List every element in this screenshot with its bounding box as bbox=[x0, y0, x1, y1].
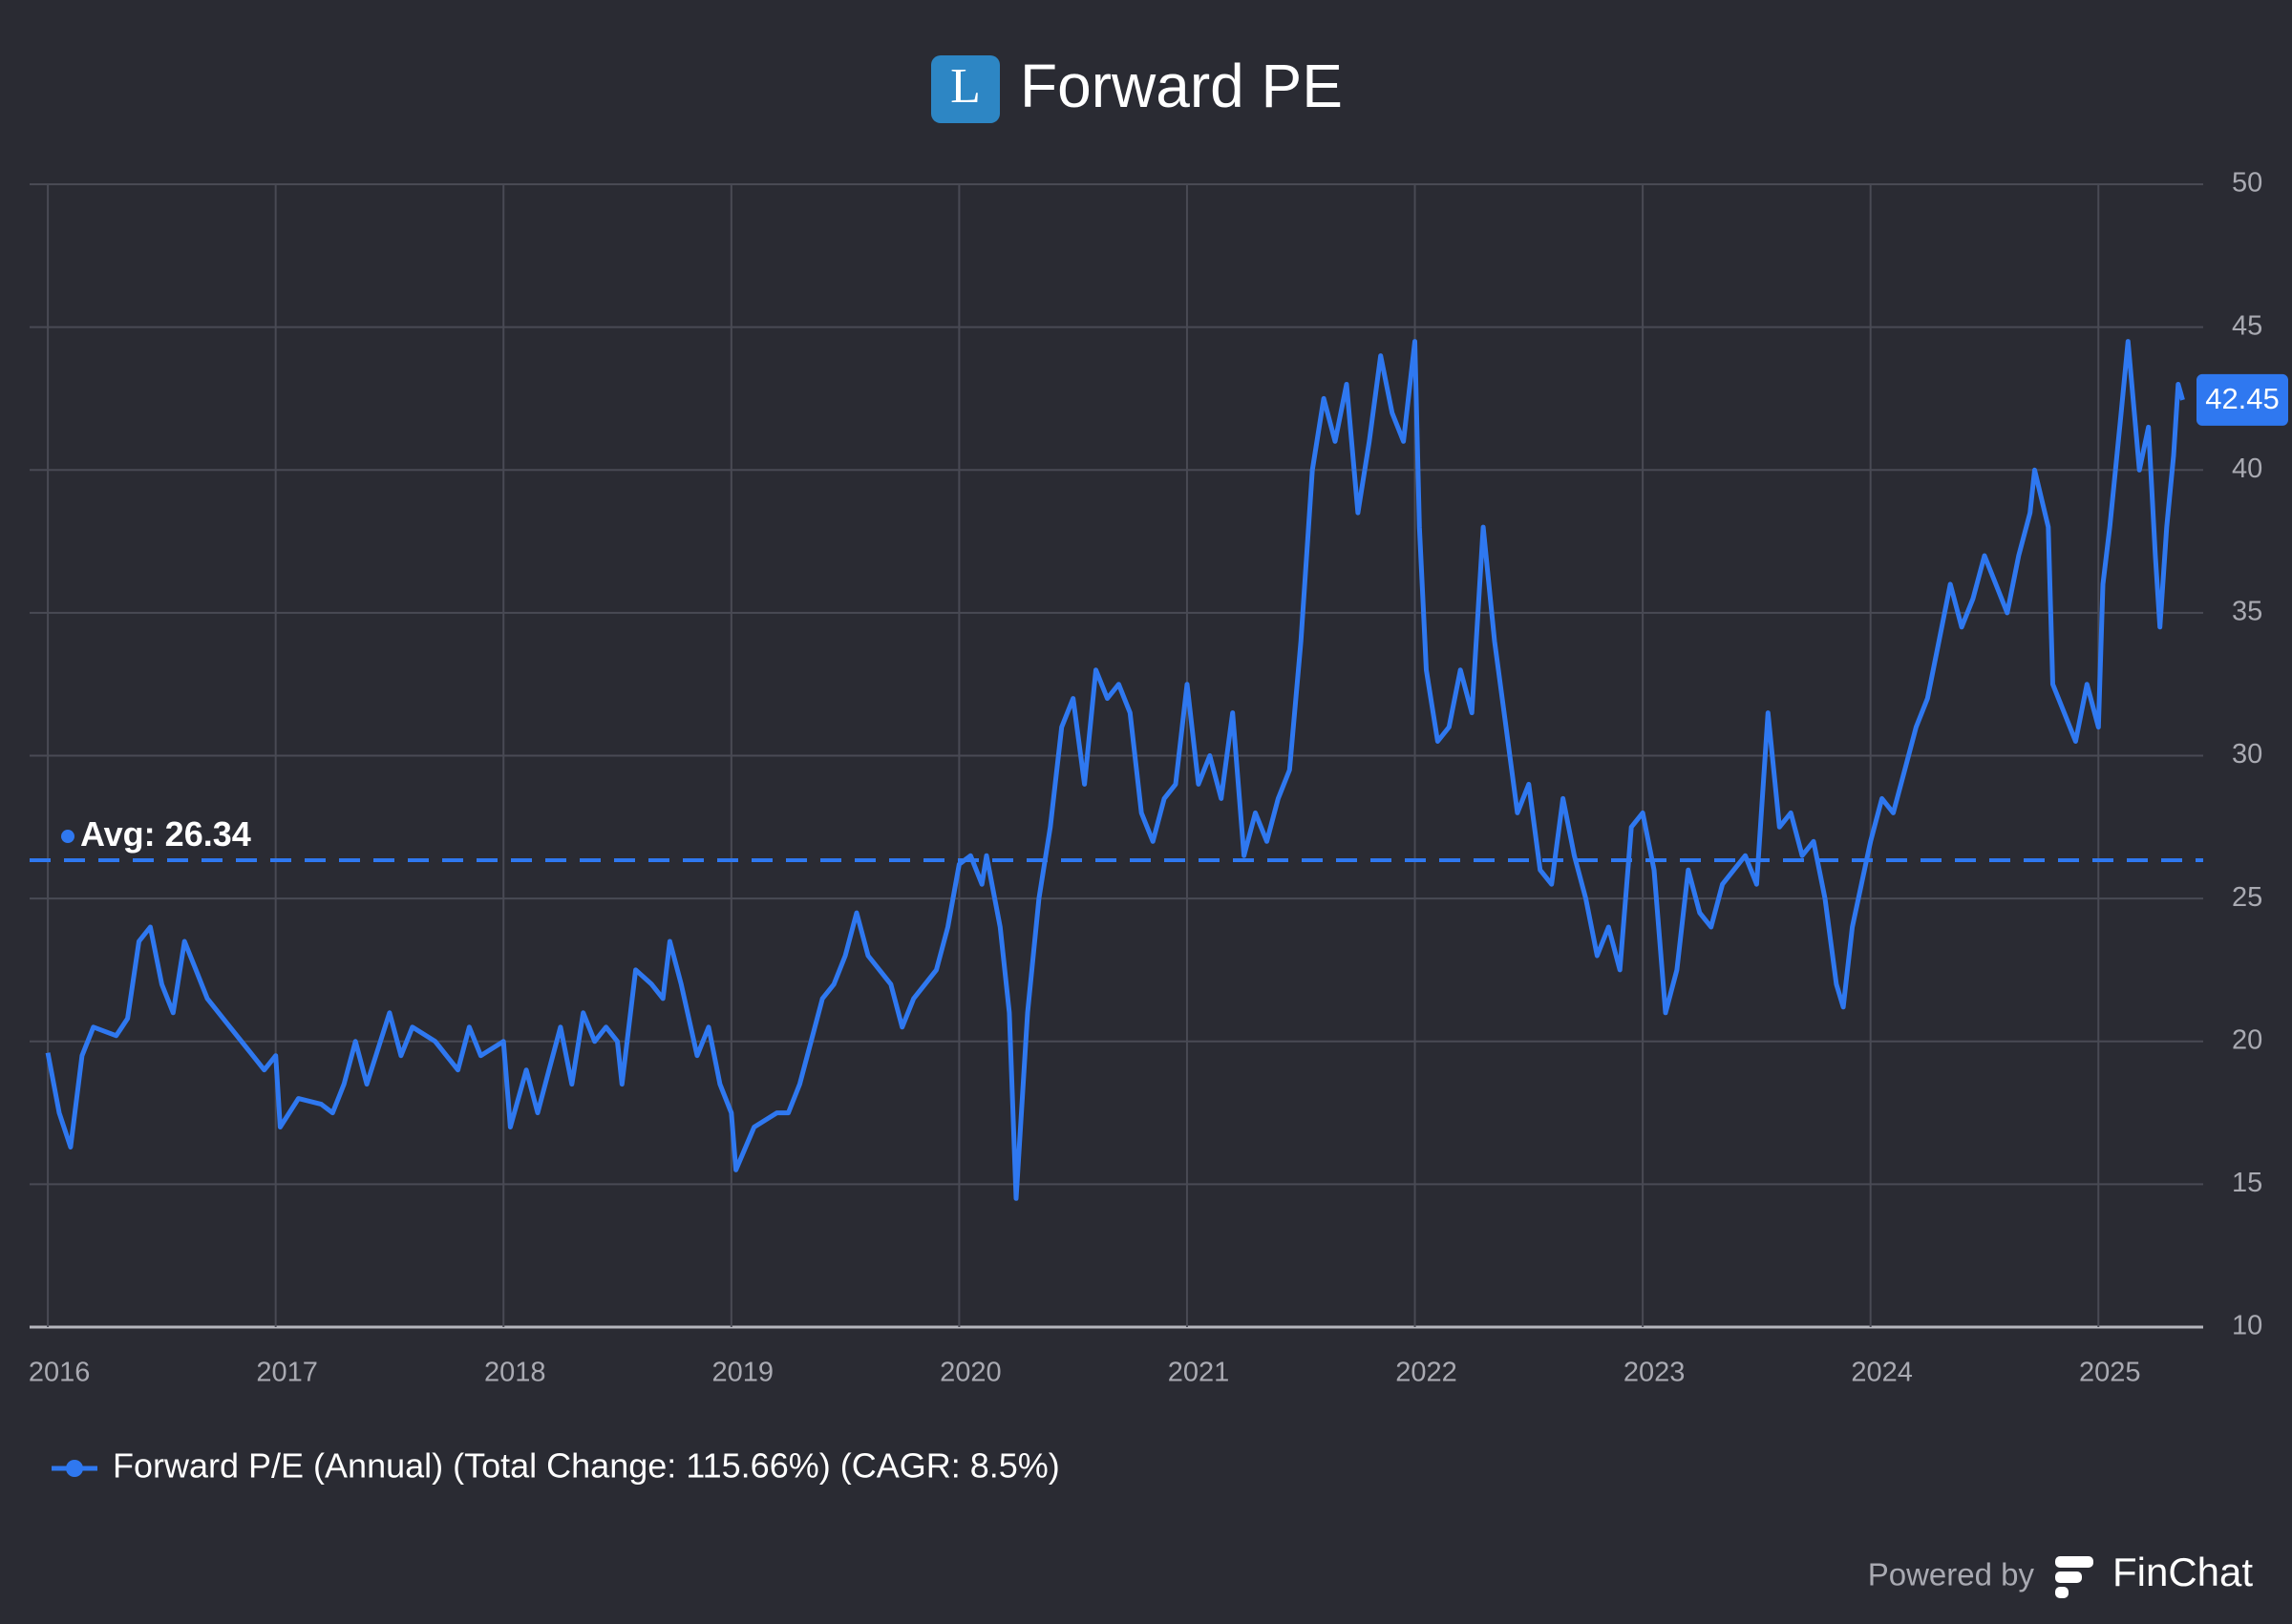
logo-letter: L bbox=[950, 59, 981, 114]
x-tick-label: 2017 bbox=[256, 1358, 318, 1388]
x-tick-label: 2018 bbox=[484, 1358, 546, 1388]
x-tick-label: 2020 bbox=[940, 1358, 1002, 1388]
x-tick-label: 2016 bbox=[29, 1358, 91, 1388]
finchat-icon bbox=[2055, 1556, 2093, 1598]
footer-prefix: Powered by bbox=[1868, 1557, 2035, 1592]
average-label-value: 26.34 bbox=[165, 814, 251, 854]
logo bbox=[931, 55, 1000, 123]
y-tick-label: 30 bbox=[2232, 739, 2262, 770]
average-label-prefix: Avg: bbox=[80, 814, 156, 854]
y-tick-label: 15 bbox=[2232, 1168, 2262, 1198]
y-tick-label: 20 bbox=[2232, 1024, 2262, 1055]
y-tick-label: 35 bbox=[2232, 597, 2262, 627]
last-value-label: 42.45 bbox=[2205, 382, 2280, 415]
y-tick-label: 45 bbox=[2232, 310, 2262, 341]
x-tick-label: 2021 bbox=[1168, 1358, 1230, 1388]
x-tick-label: 2023 bbox=[1624, 1358, 1686, 1388]
y-tick-label: 25 bbox=[2232, 882, 2262, 913]
legend-dot bbox=[66, 1460, 83, 1477]
last-value-badge bbox=[2196, 373, 2288, 426]
average-label: Avg: 26.34 bbox=[80, 814, 251, 854]
x-tick-label: 2025 bbox=[2079, 1358, 2141, 1388]
y-tick-label: 10 bbox=[2232, 1311, 2262, 1341]
footer-brand: FinChat bbox=[2112, 1550, 2253, 1594]
x-tick-label: 2024 bbox=[1851, 1358, 1913, 1388]
chart-title: Forward PE bbox=[1020, 52, 1343, 120]
series-line bbox=[45, 339, 2185, 1201]
x-tick-label: 2019 bbox=[712, 1358, 775, 1388]
y-tick-label: 40 bbox=[2232, 453, 2262, 484]
x-tick-label: 2022 bbox=[1395, 1358, 1457, 1388]
average-dot bbox=[61, 830, 74, 844]
y-tick-label: 50 bbox=[2232, 168, 2262, 199]
legend-label: Forward P/E (Annual) (Total Change: 115.… bbox=[113, 1446, 1060, 1486]
